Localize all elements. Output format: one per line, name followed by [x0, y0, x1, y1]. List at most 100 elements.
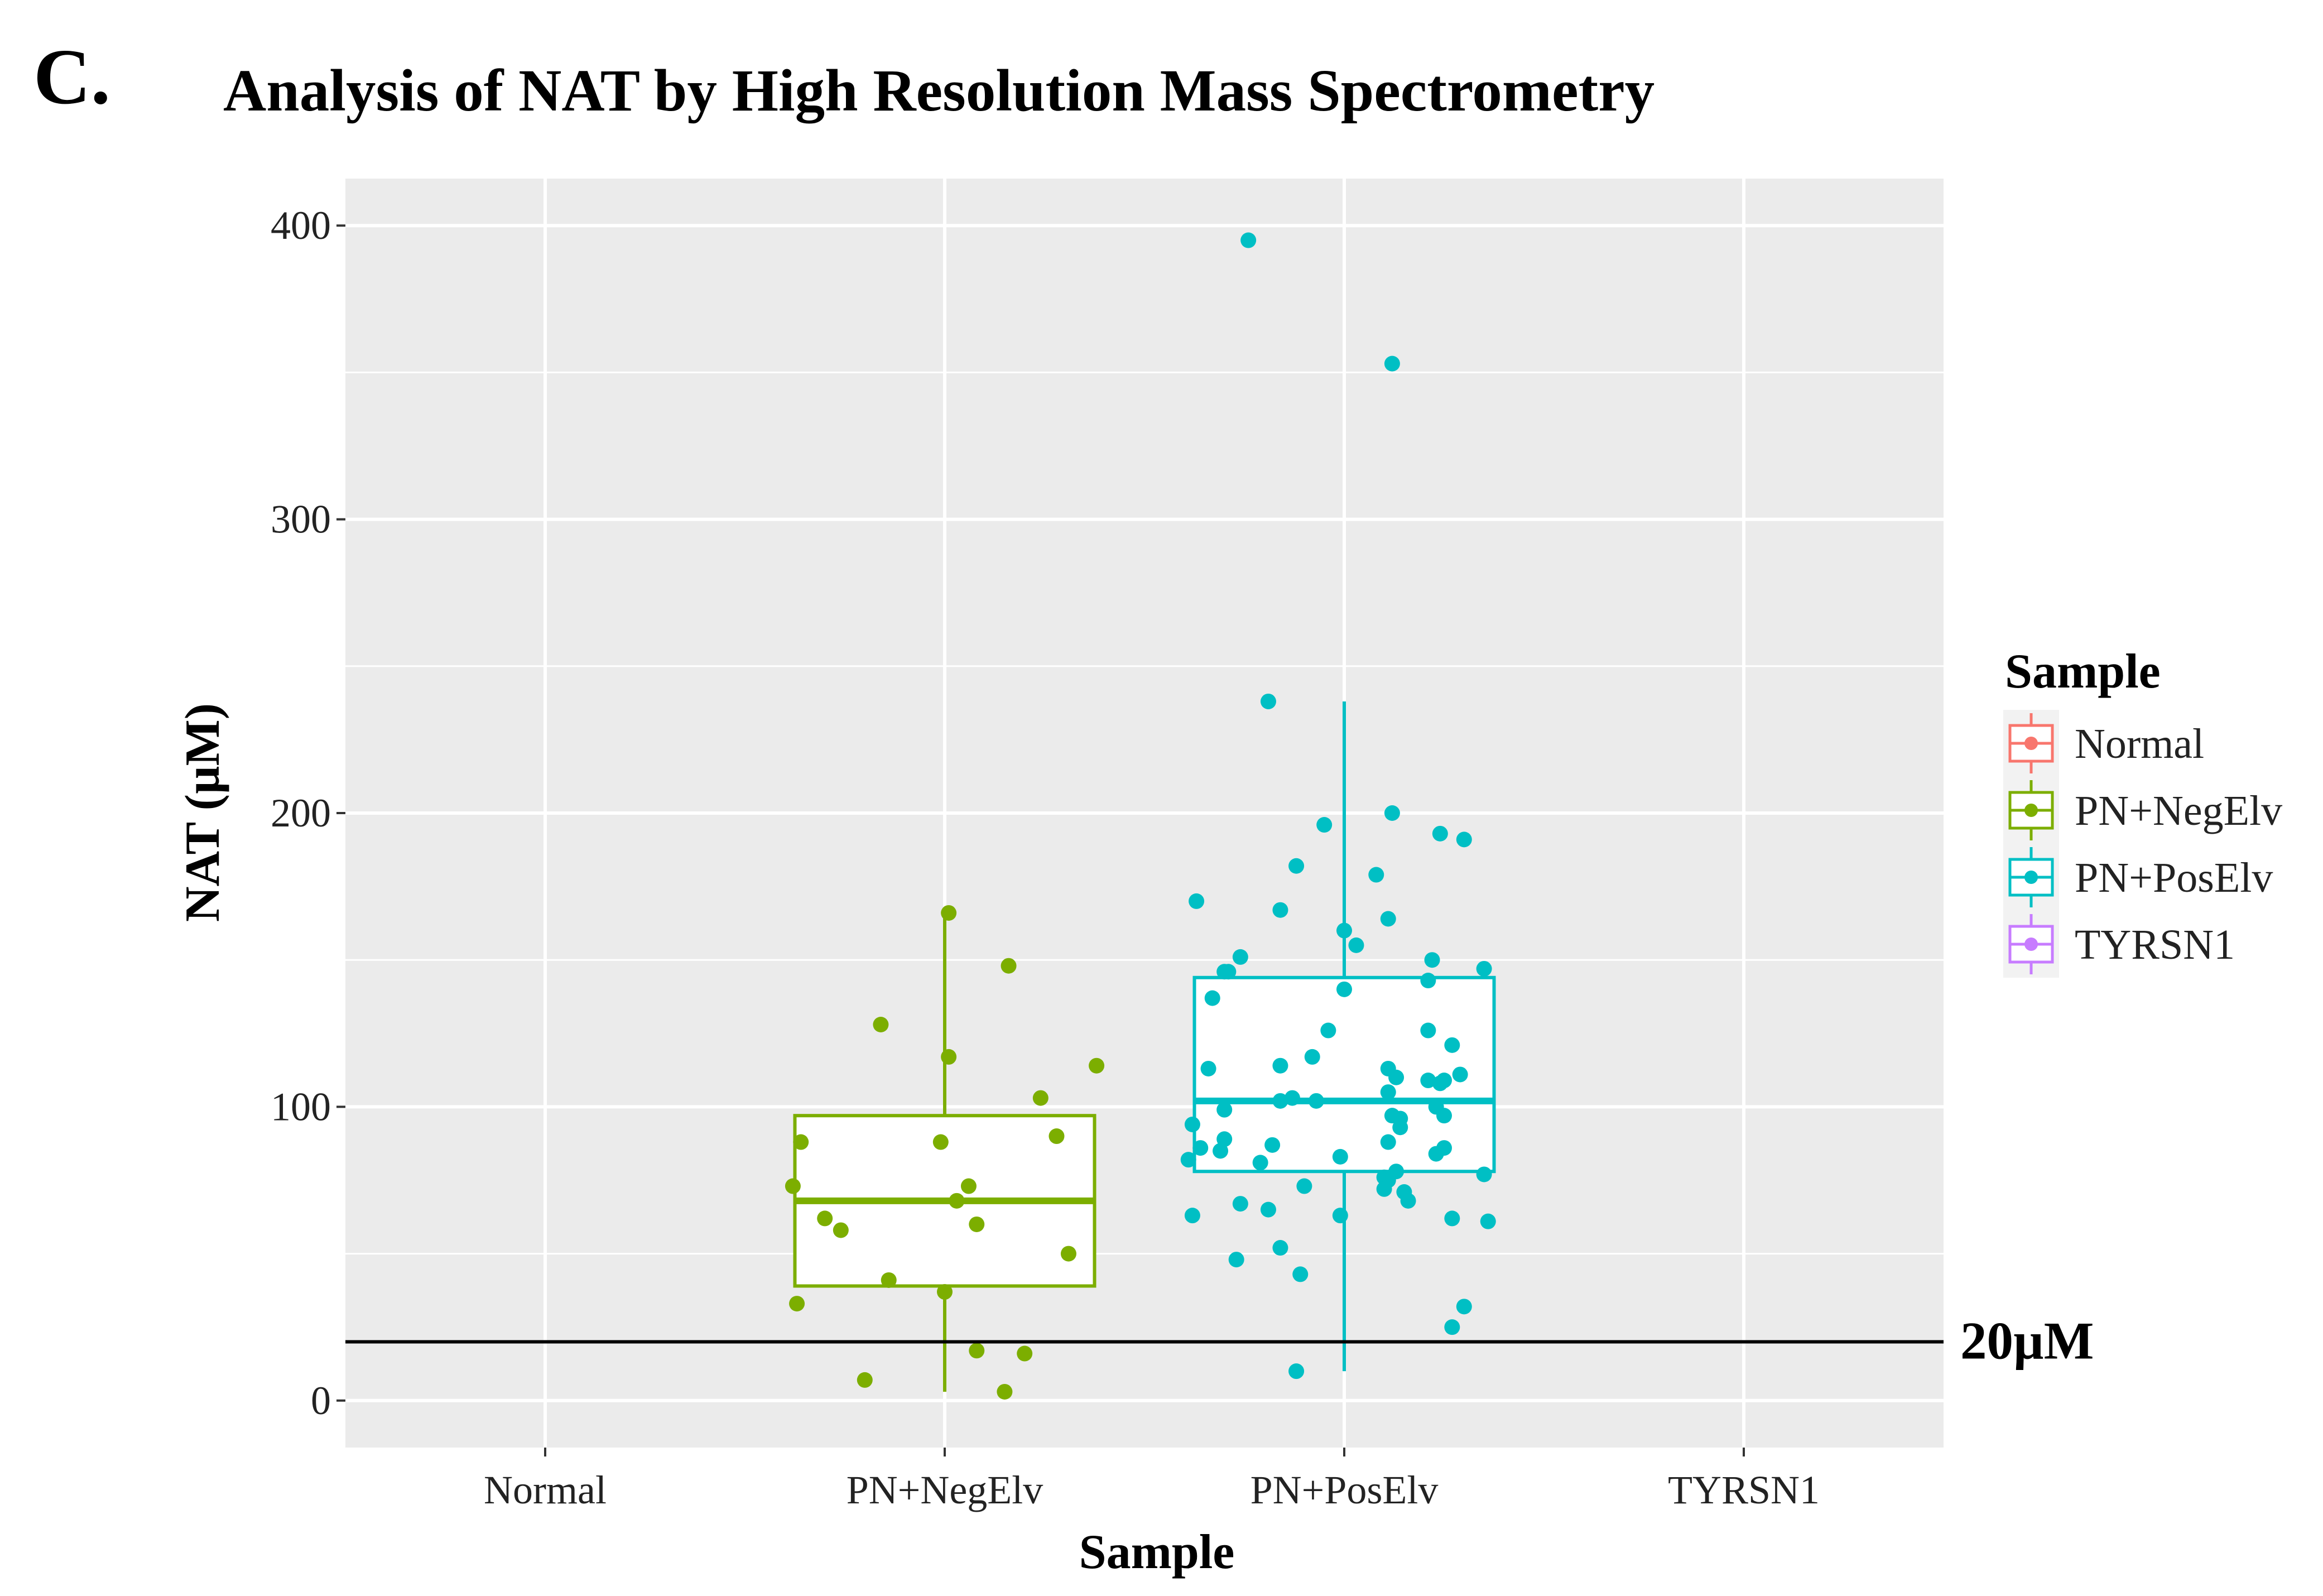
- data-point: [1220, 964, 1237, 980]
- data-point: [1032, 1090, 1049, 1106]
- data-point: [1060, 1246, 1076, 1262]
- legend-item-label: TYRSN1: [2075, 921, 2235, 968]
- grid-minor: [345, 371, 1944, 1255]
- data-point: [1204, 990, 1220, 1006]
- data-point: [960, 1178, 977, 1194]
- data-point: [1272, 1240, 1288, 1256]
- data-point: [1200, 1060, 1216, 1076]
- data-point: [1180, 1152, 1196, 1168]
- chart-title: Analysis of NAT by High Resolution Mass …: [223, 58, 1655, 124]
- data-point: [881, 1272, 897, 1288]
- data-point: [1336, 922, 1352, 939]
- data-point: [1304, 1049, 1320, 1065]
- y-tick-label: 300: [271, 497, 331, 542]
- data-point: [1476, 960, 1492, 977]
- legend-key-point: [2024, 737, 2038, 750]
- data-point: [1392, 1119, 1408, 1136]
- data-point: [969, 1216, 985, 1232]
- panel-label: C.: [33, 32, 110, 121]
- data-point: [1380, 1134, 1396, 1150]
- reference-line-group: 20µM: [345, 1311, 2094, 1371]
- y-tick-label: 0: [311, 1378, 331, 1423]
- data-point: [1476, 1166, 1492, 1182]
- data-point: [1272, 1093, 1288, 1109]
- legend: Sample Normal PN+NegElv PN+PosElv TYRSN1: [2003, 645, 2282, 978]
- x-tick-label: Normal: [484, 1468, 607, 1512]
- x-tick-label: TYRSN1: [1668, 1468, 1820, 1512]
- data-point: [1384, 805, 1400, 821]
- data-point: [1332, 1148, 1348, 1165]
- data-point: [1420, 1073, 1436, 1089]
- data-point: [1232, 1196, 1248, 1212]
- data-point: [1292, 1266, 1309, 1282]
- data-point: [1456, 831, 1472, 848]
- data-point: [1184, 1116, 1200, 1132]
- data-point: [1380, 911, 1396, 927]
- data-point: [1316, 817, 1333, 833]
- data-point: [817, 1210, 833, 1227]
- data-point: [1444, 1210, 1460, 1227]
- data-point: [1228, 1252, 1244, 1268]
- data-point: [1216, 1131, 1233, 1147]
- data-point: [1308, 1093, 1324, 1109]
- data-point: [785, 1178, 801, 1194]
- data-point: [1332, 1208, 1348, 1224]
- legend-title: Sample: [2005, 645, 2161, 699]
- data-point: [1284, 1090, 1300, 1106]
- data-point: [1213, 1143, 1229, 1159]
- data-point: [1272, 902, 1288, 918]
- data-point: [969, 1343, 985, 1359]
- data-point: [1252, 1155, 1268, 1171]
- data-point: [1376, 1181, 1392, 1197]
- reference-line-label: 20µM: [1960, 1311, 2094, 1371]
- data-point: [937, 1284, 953, 1300]
- data-point: [949, 1193, 965, 1209]
- y-tick-label: 400: [271, 203, 331, 248]
- data-point: [1380, 1084, 1396, 1100]
- data-points: [785, 232, 1496, 1400]
- x-axis: Normal PN+NegElv PN+PosElv TYRSN1: [484, 1448, 1820, 1512]
- data-point: [1480, 1213, 1496, 1229]
- data-point: [1089, 1057, 1105, 1074]
- legend-key-point: [2024, 804, 2038, 817]
- data-point: [1436, 1108, 1452, 1124]
- data-point: [1184, 1208, 1200, 1224]
- legend-key-point: [2024, 938, 2038, 951]
- data-point: [1432, 1075, 1448, 1092]
- data-point: [1272, 1057, 1288, 1074]
- data-point: [1232, 949, 1248, 965]
- legend-item-label: PN+NegElv: [2075, 787, 2282, 834]
- data-point: [1368, 867, 1384, 883]
- data-point: [1444, 1319, 1460, 1335]
- data-point: [1001, 958, 1017, 974]
- data-point: [793, 1134, 809, 1150]
- data-point: [1420, 973, 1436, 989]
- data-point: [1432, 825, 1448, 842]
- data-point: [857, 1372, 873, 1388]
- x-axis-label: Sample: [1079, 1525, 1235, 1579]
- x-tick-label: PN+NegElv: [847, 1468, 1043, 1512]
- legend-item-label: Normal: [2075, 720, 2204, 767]
- data-point: [1288, 1363, 1305, 1379]
- data-point: [941, 1049, 957, 1065]
- data-point: [833, 1222, 849, 1238]
- data-point: [1456, 1299, 1472, 1315]
- data-point: [1420, 1022, 1436, 1039]
- x-tick-label: PN+PosElv: [1251, 1468, 1439, 1512]
- data-point: [932, 1134, 949, 1150]
- data-point: [1189, 893, 1205, 909]
- data-point: [1260, 693, 1276, 709]
- data-point: [1240, 232, 1257, 248]
- data-point: [1428, 1146, 1444, 1162]
- data-point: [1424, 952, 1440, 968]
- y-tick-label: 100: [271, 1084, 331, 1129]
- data-point: [1017, 1345, 1033, 1362]
- data-point: [873, 1017, 889, 1032]
- data-point: [1400, 1193, 1416, 1209]
- data-point: [1216, 1102, 1233, 1118]
- data-point: [1336, 981, 1352, 997]
- data-point: [1260, 1201, 1276, 1218]
- y-tick-label: 200: [271, 791, 331, 835]
- data-point: [1288, 858, 1305, 874]
